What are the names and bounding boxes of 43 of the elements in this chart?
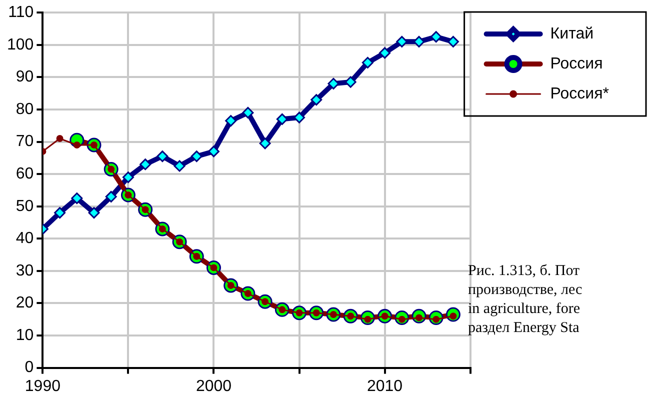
point — [174, 160, 186, 172]
y-tick-label: 60 — [16, 165, 34, 182]
annotation: раздел Energy Sta — [468, 319, 580, 338]
y-tick-label: 100 — [6, 36, 34, 54]
x-tick-label: 1990 — [24, 378, 61, 395]
y-tick-label: 80 — [16, 100, 34, 118]
y-tick-label: 10 — [16, 326, 34, 344]
point — [276, 113, 288, 125]
point — [294, 112, 306, 124]
point — [88, 207, 100, 219]
legend-label: Россия* — [550, 85, 610, 102]
x-tick-label: 2010 — [366, 378, 403, 395]
point — [140, 158, 152, 170]
point — [156, 150, 168, 162]
y-tick-label: 110 — [8, 4, 34, 22]
point — [190, 150, 202, 162]
y-tick-label: 0 — [24, 359, 34, 376]
point — [242, 106, 254, 118]
point — [379, 47, 391, 59]
point — [71, 192, 83, 204]
annotation: Рис. 1.313, б. Пот — [468, 262, 581, 281]
y-tick-label: 50 — [16, 198, 34, 215]
point — [259, 138, 271, 150]
legend-label: Россия — [550, 55, 603, 72]
point — [105, 190, 117, 202]
point — [225, 115, 237, 127]
y-tick-label: 90 — [16, 68, 34, 86]
point — [447, 36, 459, 48]
y-tick-label: 40 — [16, 230, 34, 248]
point — [54, 207, 66, 219]
point — [310, 94, 322, 106]
y-tick-label: 30 — [16, 262, 34, 280]
y-tick-label: 20 — [16, 294, 34, 312]
x-tick-label: 2000 — [196, 378, 232, 395]
annotation: производстве, лес — [468, 281, 582, 300]
y-tick-label: 70 — [16, 133, 34, 150]
point — [362, 56, 374, 68]
point — [122, 172, 134, 184]
point — [208, 146, 220, 158]
point — [328, 78, 340, 90]
point — [430, 31, 442, 43]
legend-label: Китай — [550, 25, 594, 42]
annotation: in agriculture, fore — [468, 300, 582, 319]
